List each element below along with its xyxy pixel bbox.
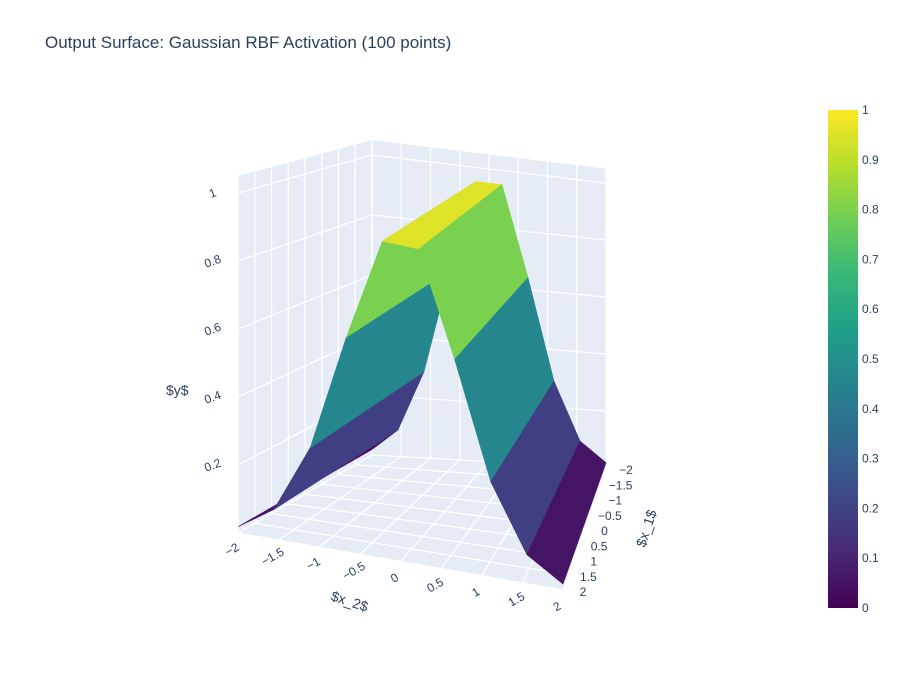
grid-line <box>562 467 607 591</box>
colorbar-tick-label: 0.4 <box>862 402 879 416</box>
x2-tick-label: −0.5 <box>340 559 368 583</box>
x2-tick-label: 1.5 <box>506 589 528 610</box>
colorbar-tick-label: 0.6 <box>862 302 879 316</box>
x1-tick-label: 1.5 <box>580 570 597 584</box>
grid-line <box>254 522 569 576</box>
x2-axis-label: $x_2$ <box>329 588 370 615</box>
x2-tick-label: 1 <box>469 584 482 600</box>
x2-tick-label: 0.5 <box>424 575 446 596</box>
colorbar <box>828 110 858 608</box>
z-tick-label: 0.4 <box>202 388 223 407</box>
x1-tick-label: 1 <box>590 555 597 569</box>
colorbar-tick-label: 0.2 <box>862 501 879 515</box>
grid-line <box>237 274 373 330</box>
x2-tick-label: −1 <box>304 554 323 573</box>
grid-line <box>400 461 490 562</box>
x2-tick-label: −2 <box>223 540 242 559</box>
x1-tick-label: 0.5 <box>591 539 608 553</box>
colorbar-tick-label: 1 <box>862 103 869 117</box>
z-axis-label: $y$ <box>166 382 189 398</box>
grid-line <box>237 532 564 591</box>
grid-line <box>237 214 373 262</box>
colorbar-tick-label: 0.7 <box>862 252 879 266</box>
surface-mesh <box>237 180 607 585</box>
colorbar-tick-label: 0.1 <box>862 551 879 565</box>
x1-tick-label: 2 <box>580 585 587 599</box>
x2-tick-label: 0 <box>388 570 401 586</box>
x2-tick-label: 2 <box>551 599 564 615</box>
x1-tick-label: −1.5 <box>609 478 633 492</box>
z-tick-label: 0.6 <box>202 320 223 339</box>
axis-ticks: −2 −1.5 −1 −0.5 0 0.5 1 1.5 2−2−1.5−1−0.500.511.… <box>202 185 633 614</box>
x1-tick-label: −0.5 <box>598 509 622 523</box>
grid-line <box>271 512 574 561</box>
surface-patch <box>526 541 569 585</box>
colorbar-tick-label: 0.5 <box>862 352 879 366</box>
z-tick-label: 1 <box>207 185 218 201</box>
z-tick-label: 0.2 <box>202 456 223 475</box>
x2-tick-label: −1.5 <box>259 545 287 569</box>
colorbar-ticks: 0 0.1 0.2 0.3 0.4 0.5 0.6 0.7 0.8 0.9 1 <box>862 103 879 615</box>
colorbar-tick-label: 0 <box>862 601 869 615</box>
chart-title: Output Surface: Gaussian RBF Activation … <box>45 33 452 52</box>
grid-line <box>371 154 607 184</box>
colorbar-tick-label: 0.8 <box>862 203 879 217</box>
grid-line <box>237 154 373 194</box>
x1-axis-label: $x_1$ <box>633 508 660 549</box>
colorbar-tick-label: 0.9 <box>862 153 879 167</box>
z-tick-label: 0.8 <box>202 252 223 271</box>
x1-tick-label: −1 <box>608 494 622 508</box>
colorbar-tick-label: 0.3 <box>862 452 879 466</box>
x1-tick-label: −2 <box>619 463 633 477</box>
x1-tick-label: 0 <box>601 524 608 538</box>
